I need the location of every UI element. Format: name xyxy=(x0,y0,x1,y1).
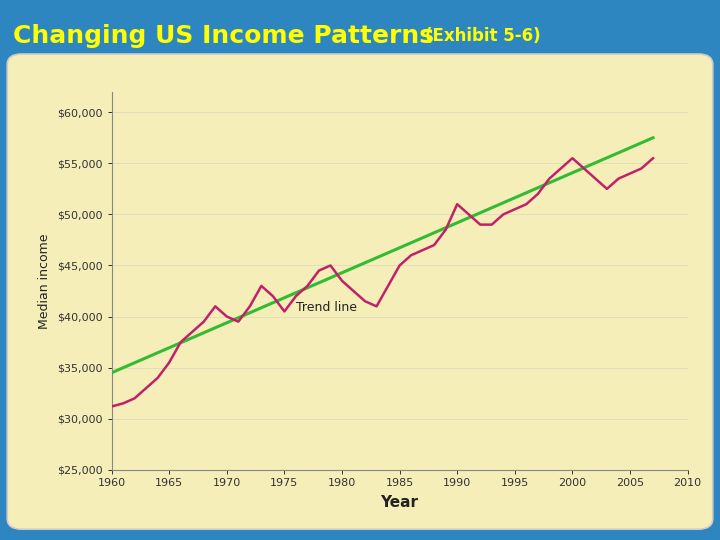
X-axis label: Year: Year xyxy=(381,495,418,510)
Text: (Exhibit 5-6): (Exhibit 5-6) xyxy=(425,27,541,45)
Text: Trend line: Trend line xyxy=(296,301,357,314)
Text: Changing US Income Patterns: Changing US Income Patterns xyxy=(13,24,434,48)
Y-axis label: Median income: Median income xyxy=(38,233,51,328)
